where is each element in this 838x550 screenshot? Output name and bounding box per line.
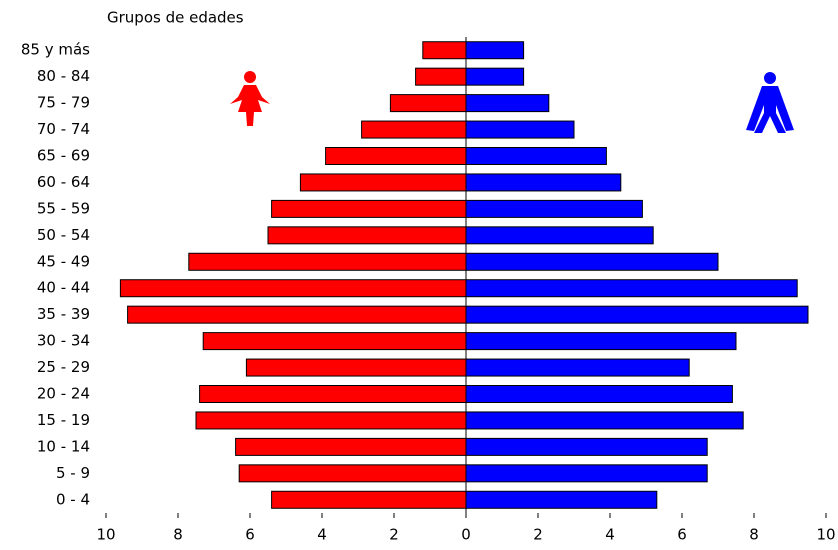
bar bbox=[271, 490, 467, 509]
chart-title: Grupos de edades bbox=[107, 9, 244, 27]
x-tick-label: 10 bbox=[816, 526, 835, 544]
x-tick-label: 2 bbox=[533, 526, 543, 544]
x-tick-label: 6 bbox=[677, 526, 687, 544]
bar bbox=[271, 199, 467, 218]
x-tick-label: 4 bbox=[605, 526, 615, 544]
y-tick-label: 55 - 59 bbox=[37, 199, 90, 217]
bar bbox=[127, 305, 467, 324]
y-tick-label: 20 - 24 bbox=[37, 385, 90, 403]
bar bbox=[465, 147, 607, 165]
y-tick-label: 35 - 39 bbox=[37, 305, 90, 323]
bar bbox=[465, 358, 690, 377]
bar bbox=[119, 279, 467, 298]
bar bbox=[361, 120, 467, 139]
y-tick-label: 40 - 44 bbox=[37, 279, 90, 297]
bar bbox=[202, 332, 467, 351]
bar bbox=[465, 279, 798, 298]
y-tick-label: 60 - 64 bbox=[37, 173, 90, 191]
bar bbox=[465, 226, 654, 245]
y-tick-label: 65 - 69 bbox=[37, 147, 90, 165]
bar bbox=[465, 120, 575, 139]
bar bbox=[465, 41, 525, 60]
bar bbox=[422, 41, 467, 60]
y-tick-label: 30 - 34 bbox=[37, 332, 90, 350]
x-tick-label: 4 bbox=[317, 526, 327, 544]
y-tick-label: 75 - 79 bbox=[37, 94, 90, 112]
bar bbox=[465, 385, 733, 403]
bar bbox=[465, 411, 744, 430]
x-tick-label: 0 bbox=[461, 526, 471, 544]
female-icon bbox=[230, 71, 270, 126]
y-tick-label: 25 - 29 bbox=[37, 358, 90, 376]
x-tick-label: 2 bbox=[389, 526, 399, 544]
bar bbox=[465, 464, 708, 483]
bar bbox=[465, 173, 622, 192]
x-tick-label: 8 bbox=[173, 526, 183, 544]
bar bbox=[465, 305, 809, 324]
bar bbox=[465, 332, 737, 351]
bar bbox=[235, 437, 467, 456]
y-tick-label: 50 - 54 bbox=[37, 226, 90, 244]
y-tick-label: 5 - 9 bbox=[56, 464, 90, 482]
bar bbox=[325, 147, 467, 165]
x-tick-label: 6 bbox=[245, 526, 255, 544]
y-tick-label: 80 - 84 bbox=[37, 67, 90, 85]
bar bbox=[195, 411, 467, 430]
bar bbox=[415, 67, 467, 86]
bar bbox=[238, 464, 467, 483]
bar bbox=[389, 94, 467, 113]
x-tick-label: 10 bbox=[96, 526, 115, 544]
y-tick-label: 10 - 14 bbox=[37, 437, 90, 455]
bar bbox=[465, 199, 643, 218]
y-tick-label: 45 - 49 bbox=[37, 252, 90, 270]
y-tick-label: 0 - 4 bbox=[56, 490, 90, 508]
bar bbox=[299, 173, 467, 192]
y-tick-label: 85 y más bbox=[21, 41, 90, 59]
male-icon bbox=[746, 72, 794, 133]
bar bbox=[199, 385, 467, 403]
bar bbox=[188, 252, 467, 271]
bar bbox=[465, 252, 719, 271]
bar bbox=[465, 94, 550, 113]
bar bbox=[245, 358, 467, 377]
bar bbox=[465, 67, 525, 86]
bar bbox=[267, 226, 467, 245]
bar bbox=[465, 437, 708, 456]
bar bbox=[465, 490, 658, 509]
y-tick-label: 15 - 19 bbox=[37, 411, 90, 429]
y-tick-label: 70 - 74 bbox=[37, 120, 90, 138]
x-tick-label: 8 bbox=[749, 526, 759, 544]
